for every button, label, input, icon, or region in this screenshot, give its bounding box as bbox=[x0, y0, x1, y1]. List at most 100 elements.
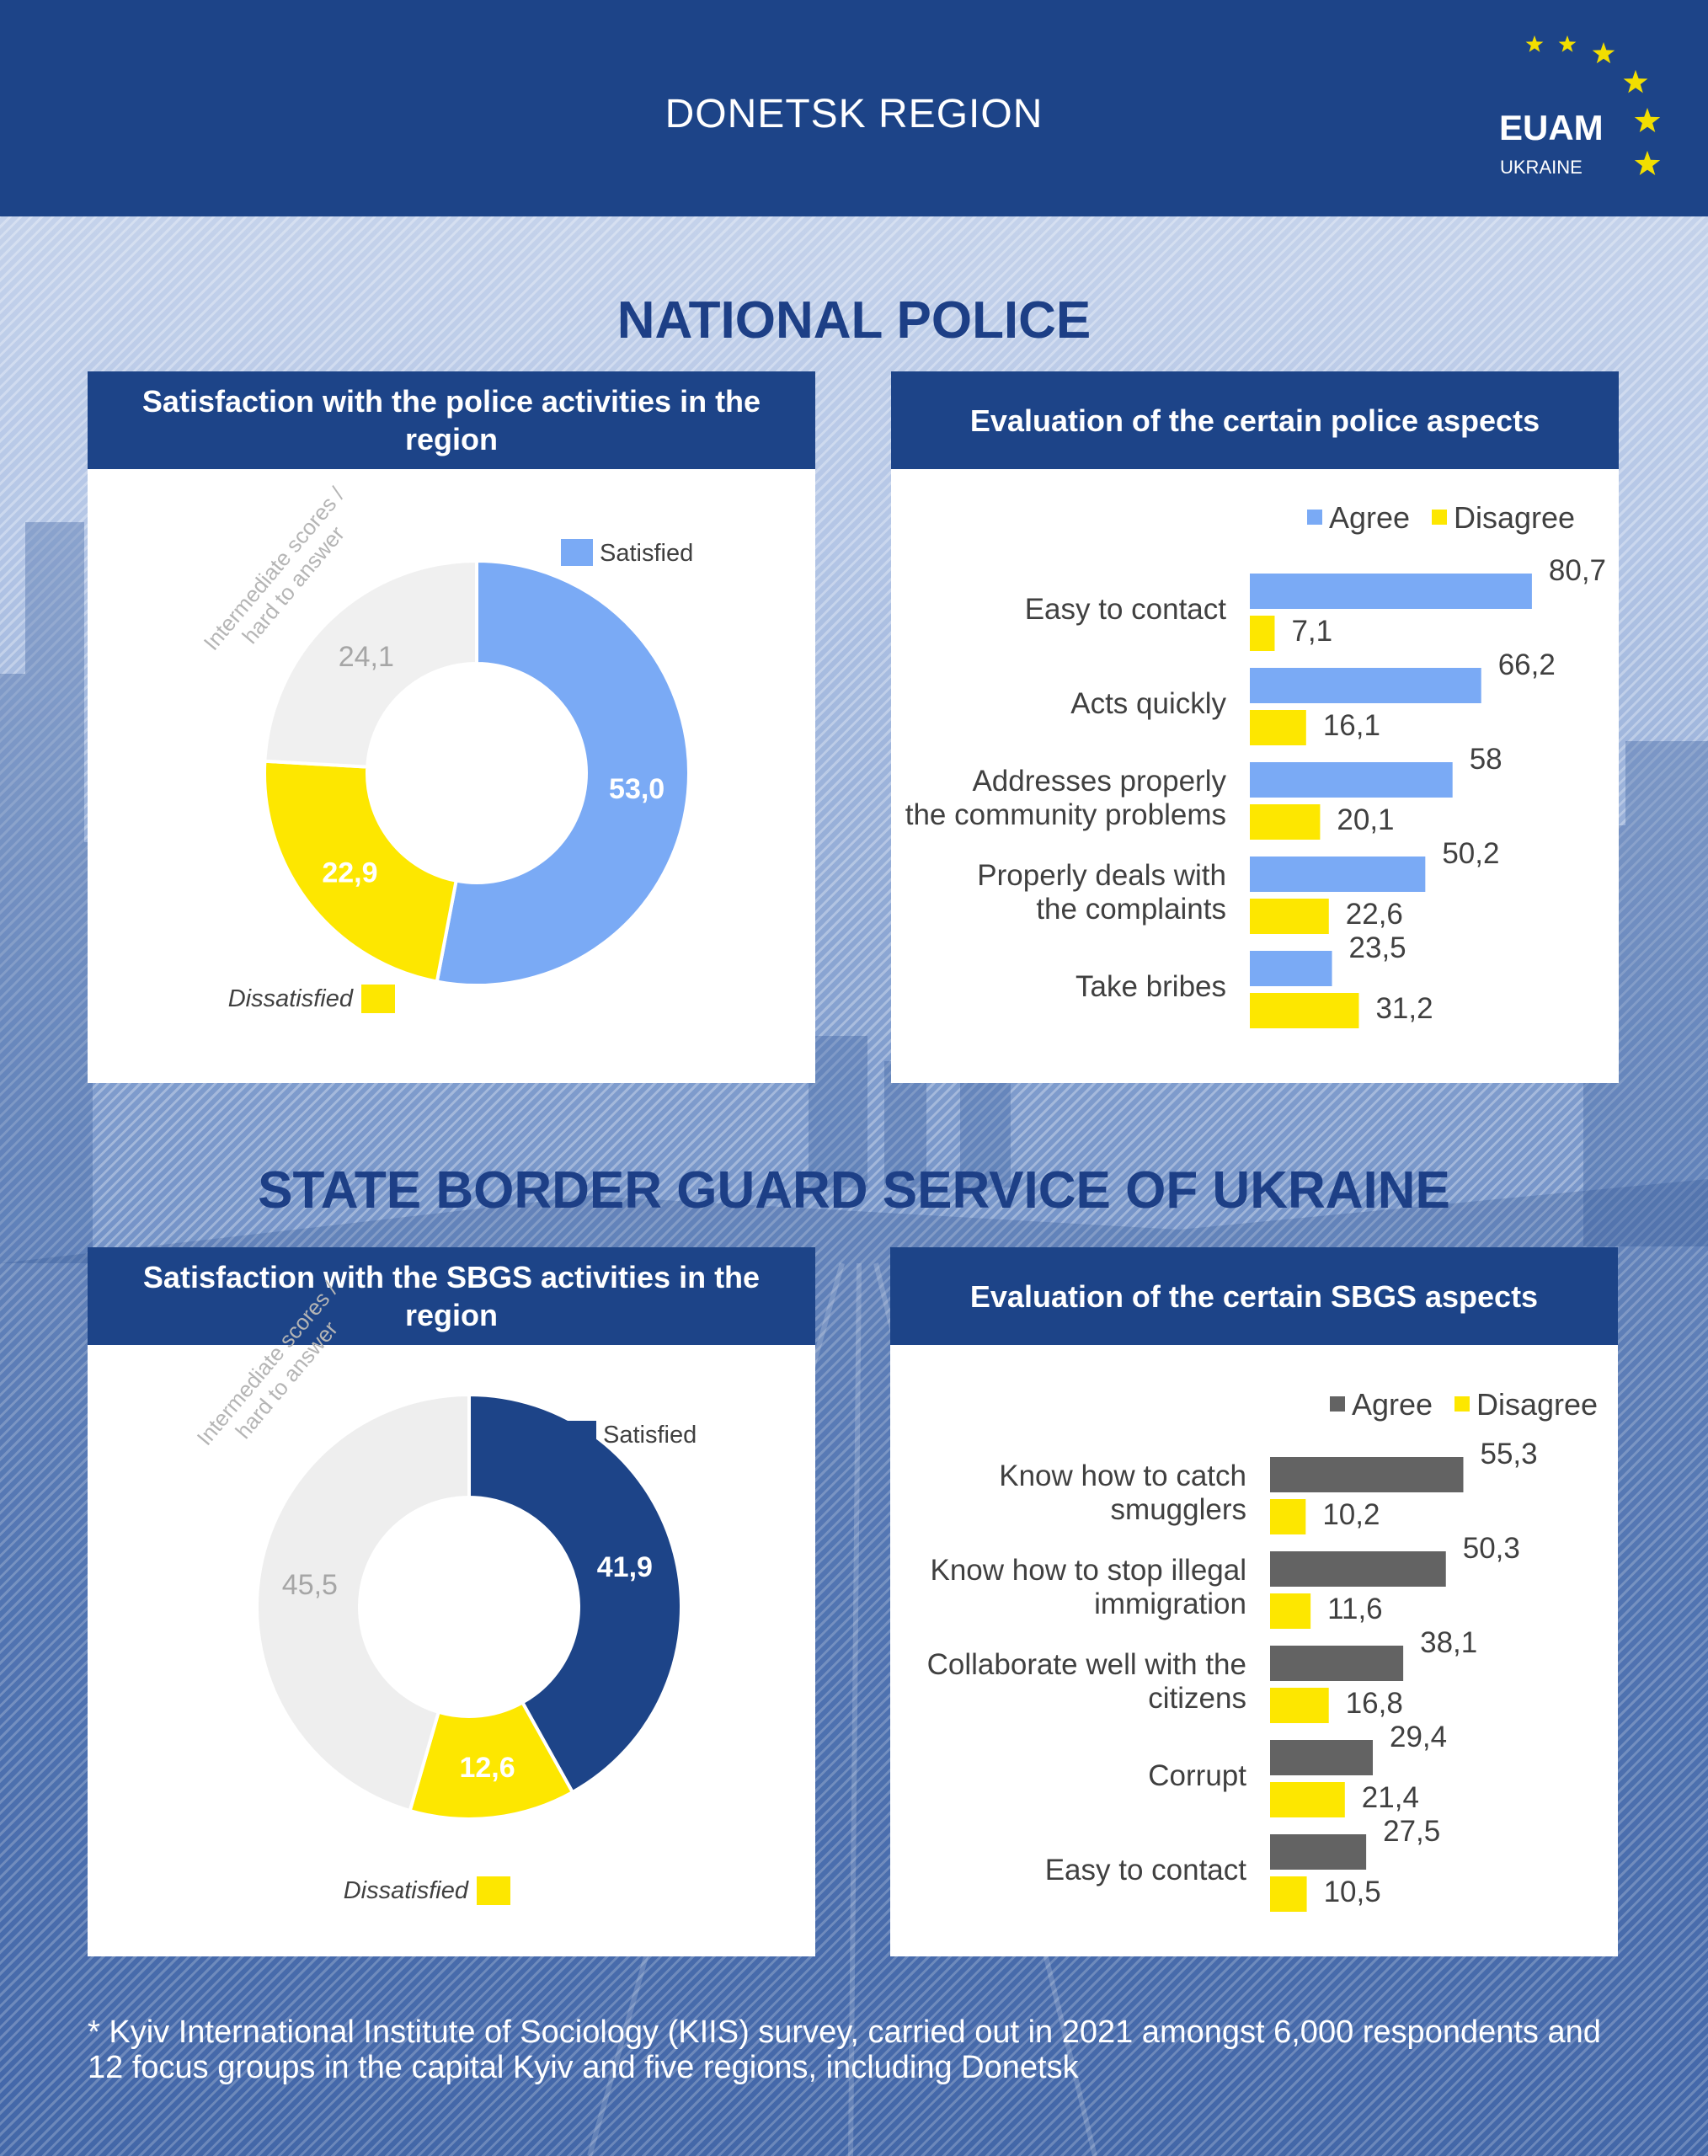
intermediate-label-line1: Intermediate scores / bbox=[192, 1277, 344, 1450]
sbgs-donut-panel: Satisfaction with the SBGS activities in… bbox=[88, 1247, 815, 1956]
category-label: Easy to contact bbox=[1025, 593, 1227, 626]
legend-label-satisfied: Satisfied bbox=[600, 540, 693, 567]
bar-value-label: 22,6 bbox=[1346, 898, 1403, 931]
bar-value-label: 66,2 bbox=[1498, 648, 1556, 681]
source-footnote: * Kyiv International Institute of Sociol… bbox=[88, 2015, 1601, 2085]
sbgs-donut-chart: 41,9 12,6 45,5 Satisfied Dissatisfied Interme… bbox=[192, 1277, 697, 1905]
legend-swatch-agree bbox=[1307, 510, 1322, 525]
legend-label-disagree: Disagree bbox=[1476, 1387, 1598, 1422]
legend-swatch-dissatisfied bbox=[361, 985, 395, 1013]
bar-value-label: 58 bbox=[1470, 743, 1503, 776]
bar-value-label: 16,8 bbox=[1346, 1687, 1403, 1720]
top-banner: DONETSK REGION EUAM UKRAINE bbox=[0, 0, 1708, 216]
bar-agree bbox=[1270, 1646, 1404, 1681]
bar-disagree bbox=[1270, 1593, 1311, 1629]
category-label: the community problems bbox=[905, 798, 1226, 831]
police-bar-chart: Agree Disagree Easy to contact 80,7 7,1 Acts … bbox=[905, 500, 1606, 1028]
bar-value-label: 31,2 bbox=[1375, 992, 1433, 1025]
legend-swatch-agree bbox=[1330, 1396, 1345, 1412]
bar-value-label: 50,3 bbox=[1463, 1532, 1520, 1565]
bar-value-label: 11,6 bbox=[1327, 1593, 1383, 1625]
category-label: Addresses properly bbox=[972, 765, 1226, 798]
panel-header: Satisfaction with the SBGS activities in… bbox=[88, 1247, 815, 1345]
donut-slice-satisfied bbox=[435, 558, 691, 987]
police-donut-chart: 53,022,924,1SatisfiedDissatisfiedInterme… bbox=[199, 482, 693, 1013]
donut-slice-intermediate bbox=[263, 558, 478, 769]
donut-value-label-satisfied: 41,9 bbox=[597, 1551, 653, 1583]
bar-agree bbox=[1250, 574, 1532, 609]
bar-disagree bbox=[1250, 804, 1321, 840]
category-label: Know how to stop illegal bbox=[931, 1554, 1247, 1587]
section-title-sbgs: STATE BORDER GUARD SERVICE OF UKRAINE bbox=[258, 1161, 1450, 1219]
bar-disagree bbox=[1250, 616, 1275, 651]
category-label: Take bribes bbox=[1076, 970, 1226, 1003]
region-title: DONETSK REGION bbox=[665, 92, 1043, 136]
eu-stars-icon bbox=[1525, 35, 1661, 175]
bar-agree bbox=[1250, 951, 1332, 986]
category-label: Know how to catch bbox=[999, 1460, 1246, 1492]
bar-disagree bbox=[1250, 899, 1329, 934]
legend-label-dissatisfied: Dissatisfied bbox=[228, 985, 354, 1012]
bar-agree bbox=[1270, 1551, 1446, 1587]
panel-header: Evaluation of the certain police aspects bbox=[891, 371, 1619, 469]
category-label: Corrupt bbox=[1148, 1759, 1246, 1792]
intermediate-label: Intermediate scores /hard to answer bbox=[192, 1277, 344, 1450]
bar-value-label: 21,4 bbox=[1362, 1781, 1419, 1814]
euam-logo: EUAM UKRAINE bbox=[1499, 35, 1661, 178]
legend-swatch-disagree bbox=[1454, 1396, 1470, 1412]
logo-text: EUAM bbox=[1499, 108, 1604, 147]
panel-header: Satisfaction with the police activities … bbox=[88, 371, 815, 469]
bar-agree bbox=[1270, 1740, 1374, 1775]
bar-agree bbox=[1250, 668, 1481, 703]
legend-swatch-satisfied bbox=[564, 1421, 596, 1448]
section-title-national-police: NATIONAL POLICE bbox=[616, 291, 1092, 350]
police-donut-panel: Satisfaction with the police activities … bbox=[88, 371, 815, 1083]
bar-disagree bbox=[1270, 1876, 1307, 1912]
legend-label-disagree: Disagree bbox=[1454, 500, 1575, 535]
bar-disagree bbox=[1270, 1782, 1345, 1817]
legend-swatch-satisfied bbox=[561, 539, 593, 566]
panel-title: Evaluation of the certain police aspects bbox=[969, 403, 1540, 438]
bar-value-label: 50,2 bbox=[1442, 837, 1499, 870]
bar-value-label: 27,5 bbox=[1383, 1815, 1440, 1848]
bar-agree bbox=[1250, 762, 1453, 798]
bar-value-label: 16,1 bbox=[1323, 709, 1380, 742]
legend-label-dissatisfied: Dissatisfied bbox=[344, 1877, 469, 1904]
category-label: the complaints bbox=[1036, 893, 1226, 926]
legend-swatch-disagree bbox=[1432, 510, 1447, 525]
donut-slice-dissatisfied bbox=[408, 1700, 575, 1821]
bar-agree bbox=[1270, 1834, 1367, 1870]
donut-value-label-dissatisfied: 12,6 bbox=[459, 1752, 515, 1784]
category-label: immigration bbox=[1094, 1588, 1246, 1620]
bar-agree bbox=[1250, 857, 1426, 892]
bar-disagree bbox=[1250, 710, 1306, 745]
bar-value-label: 80,7 bbox=[1549, 554, 1606, 587]
bar-disagree bbox=[1270, 1688, 1329, 1723]
panel-title: Satisfaction with the police activities … bbox=[141, 384, 761, 456]
donut-value-label-satisfied: 53,0 bbox=[609, 773, 665, 805]
bar-disagree bbox=[1250, 993, 1359, 1028]
donut-slice-satisfied bbox=[467, 1392, 683, 1795]
bar-disagree bbox=[1270, 1499, 1306, 1534]
donut-value-label-dissatisfied: 22,9 bbox=[322, 857, 377, 889]
category-label: Easy to contact bbox=[1045, 1854, 1247, 1886]
bar-value-label: 38,1 bbox=[1420, 1626, 1477, 1659]
panel-header: Evaluation of the certain SBGS aspects bbox=[890, 1247, 1618, 1345]
legend-swatch-dissatisfied bbox=[477, 1876, 510, 1905]
panel-title: Evaluation of the certain SBGS aspects bbox=[969, 1278, 1539, 1314]
donut-slice-dissatisfied bbox=[263, 759, 458, 984]
donut-slice-intermediate bbox=[255, 1392, 471, 1813]
bar-value-label: 10,2 bbox=[1322, 1498, 1380, 1531]
bar-value-label: 20,1 bbox=[1337, 803, 1394, 836]
bar-value-label: 23,5 bbox=[1349, 931, 1406, 964]
category-label: Properly deals with bbox=[977, 859, 1226, 892]
bar-value-label: 7,1 bbox=[1291, 615, 1332, 648]
bar-value-label: 29,4 bbox=[1390, 1721, 1447, 1753]
sbgs-bars-panel: Evaluation of the certain SBGS aspects A… bbox=[890, 1247, 1618, 1956]
bar-value-label: 55,3 bbox=[1480, 1438, 1537, 1470]
legend-label-agree: Agree bbox=[1352, 1387, 1433, 1422]
legend-label-satisfied: Satisfied bbox=[603, 1422, 697, 1449]
bar-value-label: 10,5 bbox=[1324, 1876, 1381, 1908]
